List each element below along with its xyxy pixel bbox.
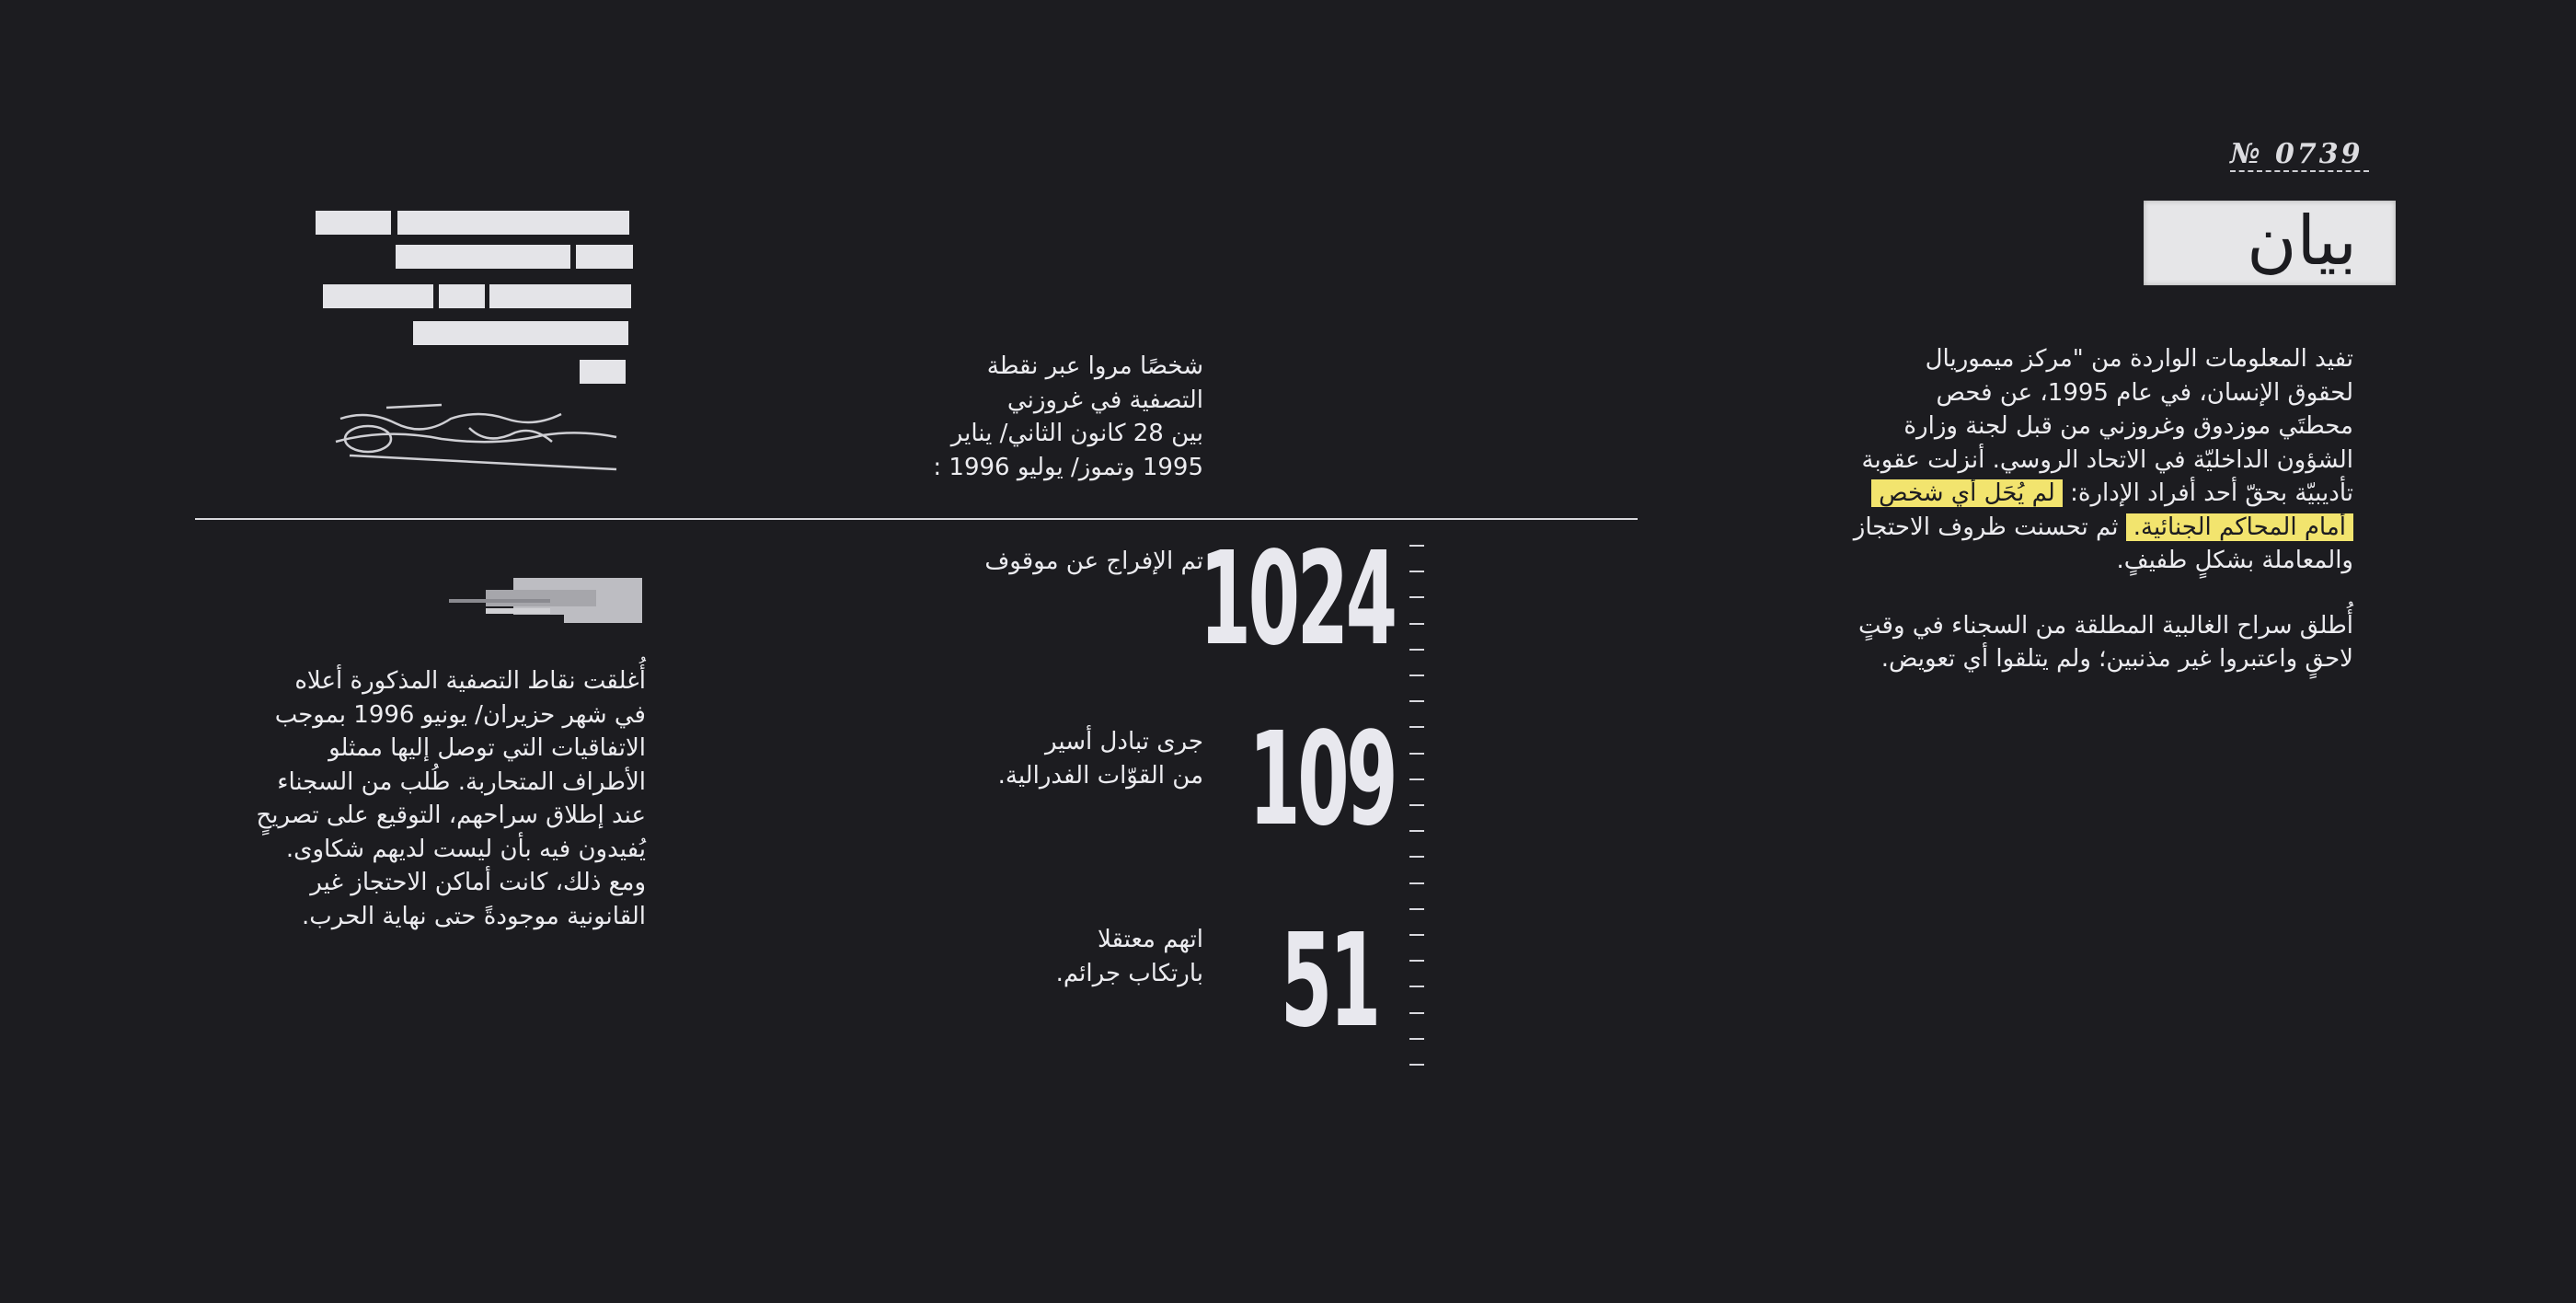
- stat-value: 109: [1248, 705, 1398, 855]
- ruler-tick: [1409, 830, 1424, 833]
- ruler-tick: [1409, 752, 1424, 755]
- text-line: عند إطلاق سراحهم، التوقيع على تصريحٍ: [256, 801, 646, 829]
- text-line: ومع ذلك، كانت أماكن الاحتجاز غير: [310, 869, 646, 896]
- signature-icon: [335, 403, 617, 471]
- text-line: الشؤون الداخليّة في الاتحاد الروسي. أنزل…: [1861, 445, 2353, 474]
- text-line: تم الإفراج عن موقوف: [984, 548, 1203, 575]
- ruler-tick: [1409, 622, 1424, 625]
- ruler-tick: [1409, 648, 1424, 651]
- text-line: أُطلق سراح الغالبية المطلقة من السجناء ف…: [1857, 611, 2353, 640]
- redaction-bar: [323, 284, 433, 308]
- ruler-tick: [1409, 986, 1424, 988]
- text-line: 1995 وتموز/ يوليو 1996 :: [933, 453, 1203, 481]
- divider: [195, 518, 1638, 520]
- text-line: بين 28 كانون الثاني/ يناير: [950, 420, 1203, 447]
- text-line: شخصًا مروا عبر نقطة: [986, 352, 1203, 380]
- ruler-tick: [1409, 934, 1424, 936]
- stat-label: تم الإفراج عن موقوف: [984, 545, 1203, 579]
- text-line: من القوّات الفدرالية.: [997, 761, 1203, 790]
- left-paragraph: أُغلقت نقاط التصفية المذكورة أعلاه في شه…: [256, 664, 646, 933]
- intro-text: شخصًا مروا عبر نقطة التصفية في غروزني بي…: [933, 350, 1203, 484]
- ruler-tick: [1409, 907, 1424, 910]
- ruler-tick: [1409, 571, 1424, 573]
- ruler-tick: [1409, 804, 1424, 806]
- highlight: لم يُحَل أي شخص: [1871, 479, 2063, 507]
- text-line: لاحقٍ واعتبروا غير مذنبين؛ ولم يتلقوا أي…: [1880, 645, 2353, 673]
- stat-label: اتهم معتقلا بارتكاب جرائم.: [1056, 923, 1203, 990]
- redaction-bar: [397, 211, 629, 235]
- text-line: في شهر حزيران/ يونيو 1996 بموجب: [274, 700, 646, 729]
- page-title: بيان: [2247, 202, 2357, 281]
- document-number: № 0739: [2230, 138, 2369, 172]
- ruler-tick: [1409, 726, 1424, 729]
- ruler-tick: [1409, 1011, 1424, 1014]
- redaction-bar: [576, 245, 633, 269]
- text-line: اتهم معتقلا: [1098, 926, 1203, 953]
- ruler-tick: [1409, 545, 1424, 547]
- text-line: تفيد المعلومات الواردة من "مركز ميموريال: [1925, 345, 2353, 373]
- redaction-bar: [439, 284, 485, 308]
- text-line: جرى تبادل أسير: [1045, 728, 1203, 755]
- text: ثم تحسنت ظروف الاحتجاز: [1853, 513, 2126, 541]
- ruler-tick: [1409, 700, 1424, 703]
- redaction-smudge-icon: [449, 578, 642, 623]
- ruler-tick: [1409, 882, 1424, 884]
- text-line: التصفية في غروزني: [1006, 386, 1203, 414]
- redaction-bar: [413, 321, 628, 345]
- stat-value: 51: [1280, 906, 1382, 1056]
- ruler-tick: [1409, 778, 1424, 780]
- text-line: لحقوق الإنسان، في عام 1995، عن فحص: [1936, 378, 2353, 407]
- ruler-tick: [1409, 1037, 1424, 1040]
- ruler-tick: [1409, 1064, 1424, 1066]
- ruler-tick: [1409, 596, 1424, 599]
- stat-value: 1024: [1199, 525, 1398, 675]
- text-line: محطتَي موزدوق وغروزني من قبل لجنة وزارة: [1903, 412, 2353, 440]
- title-box: بيان: [2144, 201, 2396, 285]
- text-line: تأديبيّة بحقّ أحد أفراد الإدارة: لم يُحَ…: [1854, 477, 2353, 511]
- redaction-bar: [580, 360, 626, 384]
- text-line: والمعاملة بشكلٍ طفيفٍ.: [2116, 547, 2353, 574]
- redaction-bar: [489, 284, 631, 308]
- redaction-bar: [396, 245, 570, 269]
- ruler-tick: [1409, 675, 1424, 676]
- stat-label: جرى تبادل أسير من القوّات الفدرالية.: [998, 725, 1203, 792]
- ruler-tick: [1409, 856, 1424, 859]
- ruler-tick: [1409, 960, 1424, 963]
- text-line: الاتفاقيات التي توصل إليها ممثلو: [328, 734, 646, 762]
- right-paragraph: تفيد المعلومات الواردة من "مركز ميموريال…: [1854, 342, 2353, 676]
- redaction-bar: [316, 211, 391, 235]
- text-line: يُفيدون فيه بأن ليست لديهم شكاوى.: [285, 835, 646, 863]
- text-line: الأطراف المتحاربة. طُلب من السجناء: [277, 767, 646, 796]
- text-line: بارتكاب جرائم.: [1055, 959, 1203, 987]
- text-line: القانونية موجودةً حتى نهاية الحرب.: [302, 902, 646, 930]
- highlight: أمام المحاكم الجنائية.: [2125, 513, 2353, 541]
- text-line: أمام المحاكم الجنائية. ثم تحسنت ظروف الا…: [1854, 511, 2353, 545]
- text-line: أُغلقت نقاط التصفية المذكورة أعلاه: [294, 667, 646, 695]
- text: تأديبيّة بحقّ أحد أفراد الإدارة:: [2062, 479, 2353, 507]
